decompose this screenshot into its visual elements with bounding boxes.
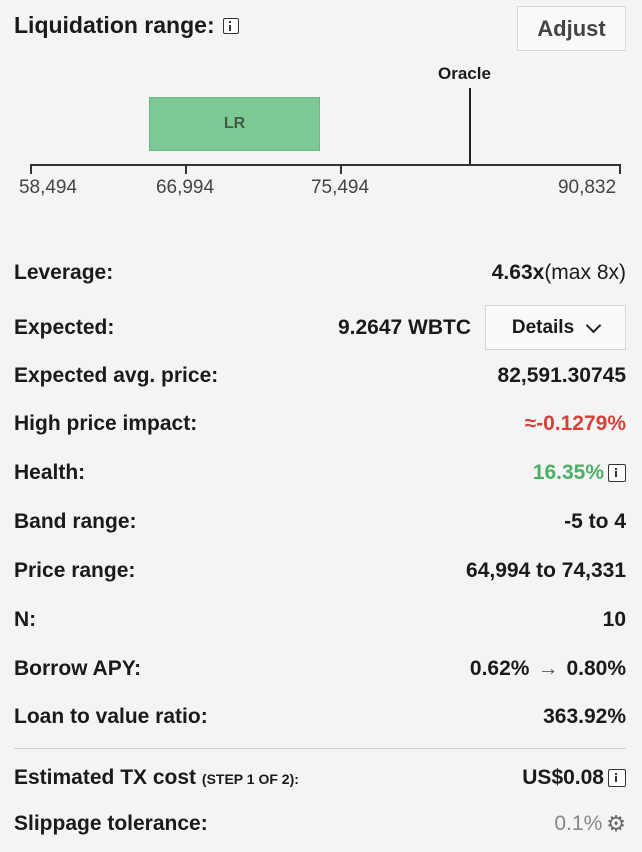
expected-label: Expected: bbox=[14, 315, 115, 339]
axis-tick bbox=[619, 164, 621, 174]
price-impact-row: High price impact: ≈-0.1279% bbox=[14, 408, 626, 440]
avg-price-row: Expected avg. price: 82,591.30745 bbox=[14, 360, 626, 392]
liquidation-range-chart: Oracle LR 58,494 66,994 75,494 90,832 bbox=[0, 60, 642, 210]
borrow-apy-to: 0.80% bbox=[566, 657, 626, 680]
borrow-apy-value-group: 0.62% → 0.80% bbox=[470, 657, 626, 681]
axis-tick bbox=[185, 164, 187, 174]
chevron-down-icon bbox=[585, 317, 602, 333]
section-divider bbox=[14, 748, 626, 749]
expected-value: 9.2647 WBTC bbox=[337, 315, 471, 339]
health-row: Health: 16.35% bbox=[14, 457, 626, 489]
axis-tick-label: 90,832 bbox=[557, 177, 617, 198]
axis-tick bbox=[30, 164, 32, 174]
lr-label: LR bbox=[223, 115, 246, 132]
gear-icon[interactable]: ⚙ bbox=[606, 811, 626, 836]
tx-cost-value: US$0.08 bbox=[522, 766, 604, 789]
axis-tick-label: 75,494 bbox=[310, 177, 370, 198]
tx-cost-label-group: Estimated TX cost (STEP 1 OF 2): bbox=[14, 766, 299, 790]
health-value-group: 16.35% bbox=[533, 461, 626, 485]
slippage-row: Slippage tolerance: 0.1% ⚙ bbox=[14, 808, 626, 840]
liquidation-range-bar: LR bbox=[149, 97, 320, 151]
slippage-label: Slippage tolerance: bbox=[14, 812, 208, 835]
price-axis bbox=[30, 164, 621, 166]
health-label: Health: bbox=[14, 461, 86, 484]
oracle-marker bbox=[469, 88, 471, 164]
n-value: 10 bbox=[602, 608, 626, 631]
arrow-right-icon: → bbox=[537, 657, 559, 680]
price-impact-label: High price impact: bbox=[14, 412, 198, 435]
health-value: 16.35% bbox=[532, 461, 604, 484]
tx-cost-label: Estimated TX cost bbox=[14, 766, 197, 789]
borrow-apy-from: 0.62% bbox=[469, 657, 530, 680]
expected-row: Expected: 9.2647 WBTC Details bbox=[14, 305, 626, 350]
borrow-apy-label: Borrow APY: bbox=[14, 657, 142, 680]
liquidation-range-header: Liquidation range: bbox=[14, 12, 239, 39]
tx-cost-step: (STEP 1 OF 2): bbox=[201, 771, 299, 787]
band-range-label: Band range: bbox=[14, 510, 137, 533]
info-icon[interactable] bbox=[608, 464, 626, 482]
axis-tick-label: 58,494 bbox=[18, 177, 78, 198]
borrow-apy-row: Borrow APY: 0.62% → 0.80% bbox=[14, 653, 626, 685]
axis-tick bbox=[340, 164, 342, 174]
price-impact-value: ≈-0.1279% bbox=[524, 412, 626, 435]
band-range-value: -5 to 4 bbox=[564, 510, 626, 533]
ltv-label: Loan to value ratio: bbox=[14, 705, 208, 728]
slippage-value-group[interactable]: 0.1% ⚙ bbox=[554, 811, 626, 837]
band-range-row: Band range: -5 to 4 bbox=[14, 506, 626, 538]
n-row: N: 10 bbox=[14, 604, 626, 636]
ltv-row: Loan to value ratio: 363.92% bbox=[14, 701, 626, 733]
avg-price-label: Expected avg. price: bbox=[14, 364, 219, 387]
price-range-value: 64,994 to 74,331 bbox=[466, 559, 626, 582]
liquidation-range-title: Liquidation range: bbox=[14, 12, 215, 38]
avg-price-value: 82,591.30745 bbox=[497, 364, 626, 387]
details-label: Details bbox=[511, 316, 575, 338]
details-button[interactable]: Details bbox=[485, 305, 626, 350]
ltv-value: 363.92% bbox=[543, 705, 626, 728]
axis-tick-label: 66,994 bbox=[155, 177, 215, 198]
leverage-value: 4.63x bbox=[491, 261, 545, 284]
price-range-label: Price range: bbox=[14, 559, 136, 582]
info-icon[interactable] bbox=[222, 17, 239, 34]
n-label: N: bbox=[14, 608, 37, 631]
leverage-row: Leverage: 4.63x (max 8x) bbox=[14, 256, 626, 290]
expected-value-group: 9.2647 WBTC Details bbox=[338, 305, 626, 350]
adjust-button[interactable]: Adjust bbox=[517, 6, 626, 51]
slippage-value: 0.1% bbox=[554, 812, 603, 835]
leverage-max: (max 8x) bbox=[544, 261, 626, 284]
tx-cost-value-group: US$0.08 bbox=[522, 766, 626, 790]
oracle-label: Oracle bbox=[438, 64, 491, 83]
leverage-value-group: 4.63x (max 8x) bbox=[492, 261, 626, 285]
leverage-label: Leverage: bbox=[14, 261, 114, 284]
info-icon[interactable] bbox=[608, 769, 626, 787]
price-range-row: Price range: 64,994 to 74,331 bbox=[14, 555, 626, 587]
tx-cost-row: Estimated TX cost (STEP 1 OF 2): US$0.08 bbox=[14, 761, 626, 795]
